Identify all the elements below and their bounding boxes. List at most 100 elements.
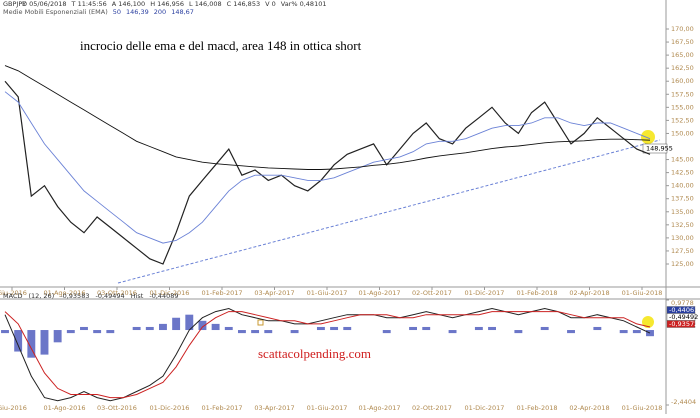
hist-bar: [1, 330, 9, 334]
hist-bar: [237, 330, 246, 334]
hist-bar: [66, 330, 75, 334]
watermark: scattacolpending.com: [258, 346, 371, 361]
x-tick-label: 01-Feb-2018: [516, 289, 557, 297]
hist-bar: [93, 330, 102, 334]
hist-bar: [80, 326, 88, 331]
hist-bar: [646, 330, 654, 337]
x-tick-label: 03-Apr-2017: [254, 289, 294, 297]
hist-bar: [343, 326, 352, 331]
hist-bar: [264, 330, 273, 334]
hist-bar: [567, 330, 575, 334]
axis-badge-label: -0,49492: [669, 313, 698, 321]
macd-header-field: (12, 26): [28, 292, 54, 300]
x-tick-label: 02-Apr-2018: [569, 404, 609, 412]
watermark-icon: [257, 319, 264, 326]
header-field: D 05/06/2018: [22, 0, 67, 8]
hist-bar: [632, 330, 641, 334]
hist-bar: [382, 330, 391, 334]
price-badge-label: 148,955: [646, 145, 673, 153]
highlight-circle: [641, 130, 655, 144]
header-field: A 146,100: [112, 0, 145, 8]
x-tick-label: 02-Ott-2017: [412, 404, 452, 412]
hist-bar: [422, 326, 431, 331]
y-tick-label: 170,00: [671, 25, 694, 33]
hist-bar: [316, 326, 325, 331]
hist-bar: [514, 330, 523, 334]
header-field: T 11:45:56: [71, 0, 107, 8]
hist-bar: [290, 330, 299, 334]
macd-header-field: -0,44089: [149, 292, 178, 300]
ema-field: 50: [113, 8, 121, 16]
x-tick-label: 01-Dic-2016: [150, 289, 190, 297]
macd-header-field: Hist: [131, 292, 144, 300]
x-tick-label: 01-Feb-2017: [201, 289, 242, 297]
hist-bar: [619, 330, 628, 334]
annotation: incrocio delle ema e del macd, area 148 …: [80, 38, 362, 53]
x-tick-label: 01-Ago-2017: [358, 404, 400, 412]
highlight-circle: [642, 316, 654, 328]
x-tick-label: 01-Ago-2016: [43, 404, 85, 412]
x-tick-label: 01-Dic-2017: [465, 404, 505, 412]
ema-field: 146,39: [126, 8, 149, 16]
hist-bar: [132, 326, 141, 331]
axis-badge-label: -0,44061: [669, 306, 698, 314]
axis-badge-label: -0,93572: [669, 320, 698, 328]
y-tick-label: 142,50: [671, 169, 694, 177]
macd-header-field: MACD: [3, 292, 22, 300]
hist-bar: [409, 326, 418, 331]
x-tick-label: 02-Ott-2017: [412, 289, 452, 297]
hist-bar: [224, 326, 233, 331]
macd-y-tick-label: -2,4404: [671, 398, 696, 406]
symbol: GBPJPY: [3, 0, 26, 8]
x-tick-label: 01-Feb-2017: [201, 404, 242, 412]
x-tick-label: 03-Ott-2016: [97, 404, 137, 412]
hist-bar: [593, 326, 602, 331]
y-tick-label: 150,00: [671, 129, 694, 137]
trendline: [117, 139, 661, 284]
hist-bar: [474, 326, 483, 331]
y-tick-label: 167,50: [671, 38, 694, 46]
y-tick-label: 127,50: [671, 247, 694, 255]
y-tick-label: 125,00: [671, 260, 694, 268]
ema-field: Medie Mobili Esponenziali (EMA): [3, 8, 108, 16]
hist-bar: [488, 326, 496, 331]
y-tick-label: 135,00: [671, 208, 694, 216]
x-tick-label: 01-Feb-2018: [516, 404, 557, 412]
axis-badge: [666, 320, 696, 328]
y-tick-label: 165,00: [671, 51, 694, 59]
hist-bar: [251, 330, 260, 334]
header-field: L 146,008: [189, 0, 222, 8]
hist-bar: [159, 323, 167, 331]
x-tick-label: 01-Ago-2016: [43, 289, 85, 297]
hist-bar: [540, 326, 549, 331]
x-tick-label: 03-Ott-2016: [97, 289, 137, 297]
series-line: [4, 311, 651, 399]
x-tick-label: Giu-2016: [0, 404, 27, 412]
header-field: H 146,956: [150, 0, 184, 8]
macd-header-field: -0,49494: [95, 292, 124, 300]
y-tick-label: 152,50: [671, 116, 694, 124]
hist-bar: [185, 314, 194, 331]
x-tick-label: 01-Giu-2017: [307, 289, 348, 297]
x-tick-label: 01-Giu-2017: [307, 404, 348, 412]
y-tick-label: 155,00: [671, 103, 694, 111]
hist-bar: [106, 330, 115, 334]
ema-field: 148,67: [171, 8, 194, 16]
hist-bar: [40, 330, 49, 355]
y-tick-label: 162,50: [671, 64, 694, 72]
header-field: C 146,853: [227, 0, 260, 8]
y-tick-label: 132,50: [671, 221, 694, 229]
ema-field: 200: [154, 8, 166, 16]
x-tick-label: 03-Apr-2017: [254, 404, 294, 412]
hist-bar: [145, 326, 154, 331]
macd-y-tick-label: 0,9778: [671, 299, 694, 307]
x-tick-label: 01-Dic-2017: [465, 289, 505, 297]
header-field: V 0: [265, 0, 276, 8]
x-tick-label: 01-Ago-2017: [358, 289, 400, 297]
x-tick-label: 02-Apr-2018: [569, 289, 609, 297]
hist-bar: [211, 323, 220, 331]
series-line: [4, 307, 651, 402]
y-tick-label: 145,00: [671, 156, 694, 164]
